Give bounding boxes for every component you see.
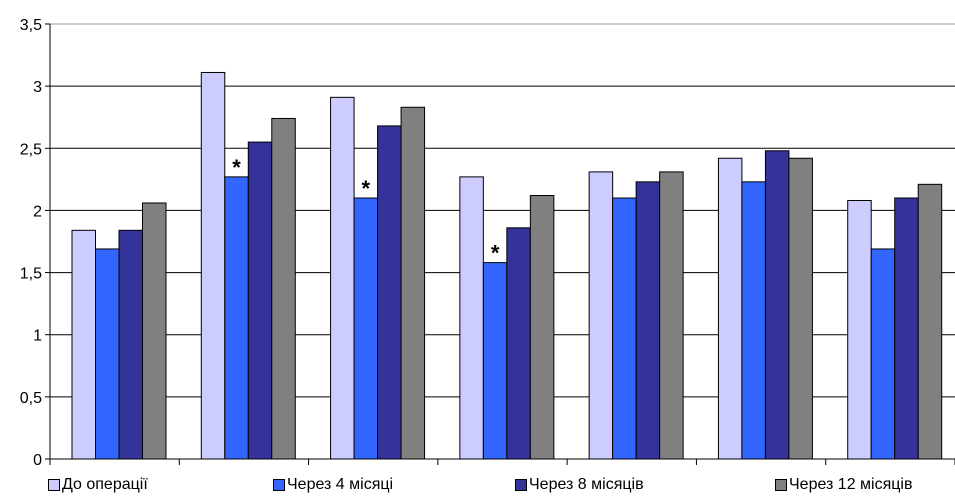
bar-after-4-months (224, 176, 249, 460)
bar-after-8-months (894, 197, 919, 460)
bar-before-surgery (588, 171, 614, 460)
bar-after-12-months (400, 106, 426, 460)
bar-after-8-months (377, 125, 402, 460)
significance-asterisk: * (362, 176, 371, 201)
y-tick-label: 2 (33, 203, 42, 220)
bar-chart: 0 0,5 1 1,5 2 2,5 3 3,5 * * * (20, 17, 955, 469)
significance-asterisk: * (491, 241, 500, 266)
bar-after-4-months (353, 197, 379, 460)
legend-swatch (48, 479, 60, 491)
legend-label: Через 4 місяці (287, 476, 394, 493)
y-tick-label: 1 (33, 328, 42, 345)
legend-item-after-4-months: Через 4 місяці (273, 476, 393, 494)
bar-after-4-months (612, 197, 637, 460)
y-tick-label: 2,5 (20, 141, 42, 158)
bar-after-12-months (142, 202, 167, 460)
legend-label: Через 12 місяців (789, 476, 913, 493)
legend-swatch (273, 479, 285, 491)
bars (71, 71, 943, 460)
bar-after-8-months (635, 181, 661, 460)
bar-after-12-months (529, 195, 555, 460)
bar-after-8-months (764, 150, 790, 460)
y-tick-label: 1,5 (20, 266, 42, 283)
y-tick-label: 3 (33, 79, 42, 96)
bar-before-surgery (717, 157, 743, 460)
bar-after-4-months (482, 262, 508, 460)
significance-asterisk: * (232, 155, 241, 180)
legend-item-before-surgery: До операції (48, 476, 148, 494)
bar-after-12-months (659, 171, 684, 460)
bar-before-surgery (330, 96, 355, 460)
bar-after-8-months (247, 141, 273, 460)
legend-swatch (515, 479, 527, 491)
bar-after-12-months (788, 157, 813, 460)
bar-after-4-months (95, 248, 120, 460)
legend: До операції Через 4 місяці Через 8 місяц… (0, 476, 955, 498)
bar-before-surgery (71, 229, 96, 460)
bar-before-surgery (200, 71, 226, 460)
bar-before-surgery (847, 199, 872, 460)
bar-after-8-months (118, 229, 143, 460)
y-tick-label: 0 (33, 452, 42, 469)
legend-swatch (775, 479, 787, 491)
bar-after-4-months (741, 181, 766, 460)
bar-after-8-months (506, 227, 531, 460)
bar-before-surgery (459, 176, 484, 460)
bar-after-4-months (870, 248, 896, 460)
bar-after-12-months (917, 183, 943, 460)
y-tick-label: 3,5 (20, 17, 42, 34)
legend-item-after-8-months: Через 8 місяців (515, 476, 644, 494)
bar-after-12-months (271, 117, 296, 460)
y-tick-label: 0,5 (20, 390, 42, 407)
tick-labels: 0 0,5 1 1,5 2 2,5 3 3,5 (20, 17, 42, 469)
legend-item-after-12-months: Через 12 місяців (775, 476, 912, 494)
legend-label: Через 8 місяців (529, 476, 644, 493)
legend-label: До операції (62, 476, 148, 493)
annotations: * * * (232, 155, 500, 266)
